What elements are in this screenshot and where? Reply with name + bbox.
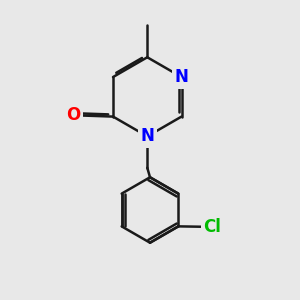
Text: Cl: Cl (203, 218, 221, 236)
Text: N: N (175, 68, 188, 86)
Text: O: O (66, 106, 81, 124)
Text: N: N (140, 128, 154, 146)
